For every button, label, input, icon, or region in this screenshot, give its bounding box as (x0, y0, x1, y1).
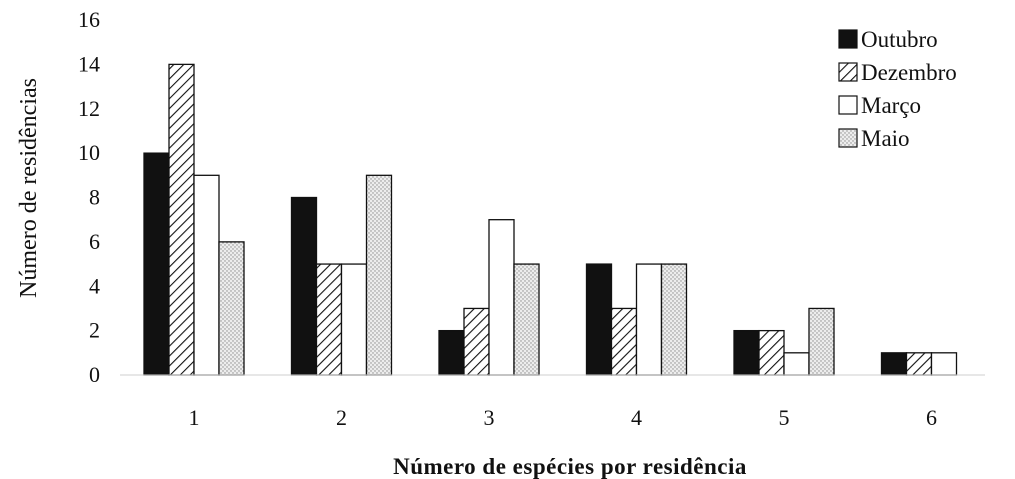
bar-dezembro-2 (315, 263, 343, 376)
bar-maio-5 (808, 307, 835, 376)
bar-outubro-4 (585, 263, 613, 376)
bar-maio-3 (513, 263, 540, 376)
legend-label-dezembro: Dezembro (861, 60, 957, 85)
bar-marco-5 (783, 352, 810, 376)
bar-outubro-1 (143, 152, 170, 376)
x-tick-label-5: 5 (779, 405, 790, 430)
bar-marco-1 (193, 174, 220, 376)
y-tick-label-14: 14 (78, 51, 100, 76)
bar-marco-3 (488, 219, 515, 376)
bar-dezembro-6 (905, 352, 933, 376)
x-tick-label-6: 6 (926, 405, 937, 430)
legend-swatch-dezembro (838, 62, 858, 82)
legend-swatch-maio (838, 128, 858, 148)
x-axis-ticks: 1 2 3 4 5 6 (189, 405, 938, 430)
bar-marco-2 (340, 263, 368, 376)
legend-label-maio: Maio (861, 126, 910, 151)
x-tick-label-3: 3 (484, 405, 495, 430)
bar-dezembro-1 (168, 63, 195, 376)
bar-maio-1 (218, 241, 245, 376)
legend-label-marco: Março (861, 93, 921, 118)
y-axis-title: Número de residências (16, 78, 42, 298)
x-tick-label-1: 1 (189, 405, 200, 430)
bar-marco-4 (635, 263, 663, 376)
x-tick-label-4: 4 (631, 405, 642, 430)
bar-maio-4 (660, 263, 688, 376)
bar-dezembro-4 (610, 307, 638, 376)
y-tick-label-2: 2 (89, 318, 100, 343)
legend-label-outubro: Outubro (861, 27, 938, 52)
bar-outubro-6 (880, 352, 908, 376)
bar-dezembro-3 (463, 307, 490, 376)
y-axis-ticks: 0 2 4 6 8 10 12 14 16 (78, 7, 100, 387)
y-tick-label-4: 4 (89, 273, 100, 298)
legend: Outubro Dezembro Março Maio (838, 27, 957, 151)
y-tick-label-8: 8 (89, 185, 100, 210)
x-tick-label-2: 2 (336, 405, 347, 430)
x-axis-title: Número de espécies por residência (393, 454, 747, 479)
bar-marco-6 (930, 352, 958, 376)
legend-swatch-marco (838, 95, 858, 115)
y-tick-label-0: 0 (89, 362, 100, 387)
bar-outubro-2 (290, 196, 318, 376)
bar-outubro-5 (733, 329, 760, 376)
y-tick-label-10: 10 (78, 140, 100, 165)
y-tick-label-12: 12 (78, 96, 100, 121)
legend-swatch-outubro (838, 29, 858, 49)
bars-group (143, 63, 958, 376)
bar-outubro-3 (438, 329, 465, 376)
bar-maio-2 (365, 174, 393, 376)
bar-dezembro-5 (758, 329, 785, 376)
y-tick-label-16: 16 (78, 7, 100, 32)
y-tick-label-6: 6 (89, 229, 100, 254)
